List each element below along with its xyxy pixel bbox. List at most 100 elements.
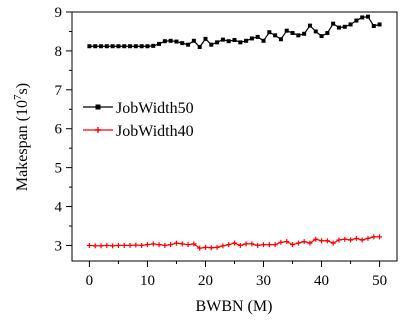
data-point [232, 240, 237, 246]
data-point [272, 242, 278, 248]
data-point [359, 237, 365, 243]
axis-ticks: 0 10 20 30 40 50 3 4 5 6 7 8 9 [55, 5, 388, 289]
data-point [110, 243, 116, 249]
data-point [336, 25, 341, 30]
data-point [116, 44, 121, 49]
data-point [261, 38, 266, 43]
data-point [266, 242, 272, 248]
data-point [313, 236, 319, 242]
data-point [87, 44, 92, 49]
x-tick-label: 50 [372, 273, 387, 289]
data-point [377, 234, 383, 240]
data-point [99, 44, 104, 49]
data-point [203, 36, 208, 41]
data-point [290, 242, 296, 248]
data-point [371, 24, 376, 29]
data-point [278, 239, 284, 245]
data-point [284, 28, 289, 33]
data-point [110, 44, 115, 49]
x-axis-title: BWBN (M) [196, 298, 273, 315]
data-point [365, 14, 370, 19]
legend-marker-jobwidth40 [95, 127, 101, 133]
data-point [342, 24, 347, 29]
data-point [214, 244, 220, 250]
data-point [295, 240, 301, 246]
data-point [191, 38, 196, 43]
data-point [255, 34, 260, 39]
data-point [255, 242, 261, 248]
data-point [104, 242, 110, 248]
data-point [93, 44, 98, 49]
data-point [168, 38, 173, 43]
data-point [365, 235, 371, 241]
data-point [209, 42, 214, 47]
data-point [342, 236, 348, 242]
data-point [319, 238, 325, 244]
data-point [202, 244, 208, 250]
data-point [330, 240, 336, 246]
data-point [139, 242, 145, 248]
x-tick-label: 30 [256, 273, 271, 289]
data-point [354, 18, 359, 23]
data-point [179, 241, 185, 247]
data-point [226, 242, 232, 248]
y-axis-title-main: Makespan (10 [14, 100, 31, 191]
series-layer [86, 14, 383, 251]
data-point [360, 15, 365, 20]
data-point [261, 242, 267, 248]
y-axis-title: Makespan (107s) [12, 83, 31, 191]
data-point [156, 242, 162, 248]
data-point [208, 245, 214, 251]
series-jobwidth50 [87, 14, 382, 50]
data-point [180, 41, 185, 46]
legend: JobWidth50 JobWidth40 [83, 100, 194, 140]
legend-label-jobwidth50: JobWidth50 [116, 100, 194, 117]
data-point [238, 40, 243, 45]
data-point [348, 22, 353, 27]
data-point [197, 45, 202, 50]
legend-entry-jobwidth50: JobWidth50 [83, 100, 194, 117]
data-point [104, 44, 109, 49]
data-point [273, 33, 278, 38]
data-point [243, 241, 249, 247]
data-point [127, 242, 133, 248]
data-point [324, 238, 330, 244]
data-point [226, 39, 231, 44]
data-point [220, 243, 226, 249]
data-point [220, 37, 225, 42]
data-point [157, 41, 162, 46]
data-point [319, 34, 324, 39]
data-point [302, 31, 307, 36]
data-point [128, 44, 133, 49]
data-point [186, 42, 191, 47]
y-tick-label: 3 [55, 238, 63, 254]
data-point [244, 38, 249, 43]
data-point [197, 245, 203, 251]
data-point [133, 242, 139, 248]
y-axis-title-tail: s) [14, 83, 31, 95]
series-jobwidth40 [86, 234, 383, 251]
data-point [296, 33, 301, 38]
data-point [92, 243, 98, 249]
data-point [290, 31, 295, 36]
data-point [98, 243, 104, 249]
data-point [353, 235, 359, 241]
series-line [89, 16, 380, 48]
data-point [122, 44, 127, 49]
y-tick-label: 5 [55, 161, 63, 177]
x-tick-label: 0 [86, 273, 94, 289]
data-point [237, 242, 243, 248]
data-point [249, 36, 254, 41]
data-point [121, 242, 127, 248]
x-tick-label: 40 [314, 273, 329, 289]
data-point [313, 29, 318, 34]
data-point [86, 242, 92, 248]
data-point [377, 22, 382, 27]
x-tick-label: 10 [140, 273, 155, 289]
data-point [173, 240, 179, 246]
data-point [133, 44, 138, 49]
data-point [145, 44, 150, 49]
y-axis-title-superscript: 7 [12, 94, 24, 100]
data-point [215, 40, 220, 45]
